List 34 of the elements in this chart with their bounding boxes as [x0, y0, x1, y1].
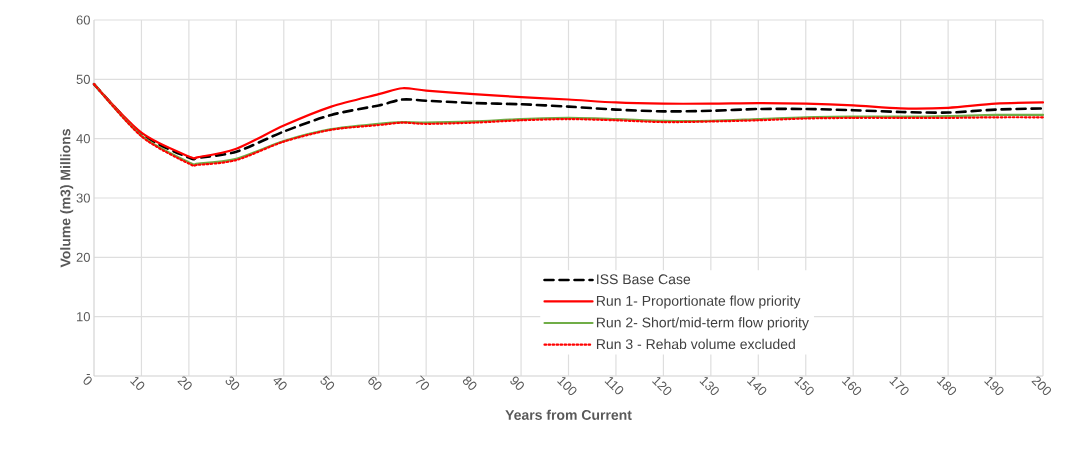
y-tick-label: 30 — [76, 193, 90, 203]
y-axis-title: Volume (m3) Millions — [60, 129, 74, 268]
y-tick-label: 40 — [76, 134, 90, 144]
y-tick-label: - — [86, 374, 90, 376]
x-tick-label: 180 — [936, 376, 957, 396]
y-tick-label: 60 — [76, 15, 90, 25]
x-tick-label: 120 — [652, 376, 672, 396]
x-tick-label: 90 — [510, 376, 524, 390]
x-tick-label: 80 — [462, 376, 477, 390]
legend-label: Run 1- Proportionate flow priority — [596, 295, 801, 309]
y-tick-label: 50 — [76, 74, 90, 84]
x-tick-label: 110 — [604, 376, 624, 395]
x-axis-title: Years from Current — [505, 409, 632, 420]
x-tick-label: 130 — [699, 376, 719, 396]
legend-label: ISS Base Case — [597, 274, 691, 285]
x-tick-label: 150 — [794, 376, 814, 396]
x-tick-label: 30 — [225, 376, 240, 390]
y-tick-label: 20 — [76, 252, 90, 262]
x-tick-label: 20 — [177, 376, 192, 390]
x-tick-label: 190 — [984, 376, 1004, 396]
x-tick-label: 40 — [273, 378, 287, 390]
legend-label: Run 3 - Rehab volume excluded — [596, 338, 795, 350]
x-tick-label: 140 — [746, 376, 767, 396]
x-tick-label: 0 — [83, 376, 92, 385]
x-tick-label: 50 — [320, 375, 335, 390]
x-tick-label: 200 — [1031, 376, 1052, 396]
x-tick-label: 60 — [368, 376, 382, 390]
x-tick-label: 70 — [415, 375, 430, 390]
x-tick-label: 100 — [557, 376, 577, 396]
legend-label: Run 2- Short/mid-term flow priority — [596, 317, 809, 331]
x-tick-label: 10 — [130, 376, 145, 390]
x-tick-label: 170 — [889, 376, 909, 396]
x-tick-label: 160 — [841, 376, 862, 396]
y-tick-label: 10 — [77, 312, 90, 322]
